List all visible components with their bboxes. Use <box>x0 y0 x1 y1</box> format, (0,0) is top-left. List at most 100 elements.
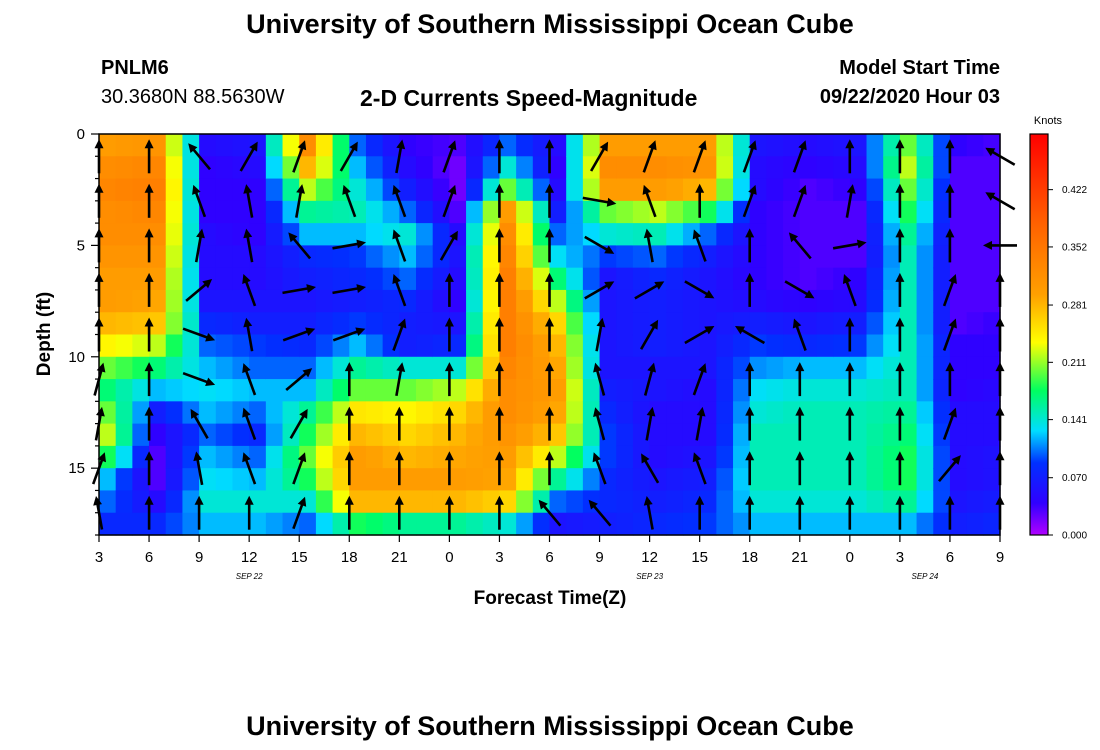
heatmap-cell <box>632 379 651 402</box>
heatmap-cell <box>315 468 334 492</box>
heatmap-cell <box>849 200 868 224</box>
heatmap-cell <box>866 289 884 313</box>
heatmap-cell <box>549 356 567 380</box>
current-arrow <box>895 451 905 486</box>
heatmap-cell <box>416 312 434 336</box>
heatmap-cell <box>516 512 534 536</box>
heatmap-cell <box>349 379 367 402</box>
heatmap-cell <box>766 445 784 469</box>
heatmap-cell <box>733 223 751 246</box>
heatmap-cell <box>766 245 784 269</box>
heatmap-cell <box>649 289 667 313</box>
current-arrow <box>494 406 504 441</box>
heatmap-cell <box>232 312 250 336</box>
heatmap-cell <box>716 156 734 180</box>
heatmap-cell <box>282 289 300 313</box>
heatmap-cell <box>482 134 501 157</box>
heatmap-cell <box>115 445 133 469</box>
heatmap-cell <box>416 334 434 358</box>
heatmap-cell <box>132 178 150 202</box>
current-arrow <box>538 499 562 527</box>
heatmap-cell <box>182 468 200 492</box>
heatmap-cell <box>99 223 117 246</box>
heatmap-cell <box>182 512 200 536</box>
heatmap-cell <box>616 267 634 291</box>
current-arrow <box>442 140 457 173</box>
heatmap-cell <box>599 312 617 336</box>
heatmap-cell <box>416 445 434 469</box>
heatmap-cell <box>349 267 367 291</box>
current-arrow <box>342 184 357 218</box>
heatmap-cell <box>282 312 300 336</box>
current-arrow <box>692 452 707 485</box>
heatmap-cell <box>466 334 484 358</box>
heatmap-cell <box>199 223 217 246</box>
heatmap-cell <box>816 512 834 536</box>
heatmap-cell <box>449 401 467 425</box>
heatmap-cell <box>666 178 684 202</box>
current-arrow <box>242 363 257 396</box>
heatmap-cell <box>332 289 350 313</box>
heatmap-cell <box>399 178 417 202</box>
heatmap-cell <box>883 178 901 202</box>
heatmap-cell <box>933 379 951 402</box>
heatmap-cell <box>466 200 484 224</box>
heatmap-cell <box>432 178 450 202</box>
heatmap-cell <box>115 178 133 202</box>
current-arrow <box>144 495 154 530</box>
heatmap-cell <box>399 223 417 246</box>
heatmap-cell <box>866 379 884 402</box>
heatmap-cell <box>365 312 384 336</box>
heatmap-cell <box>816 223 834 246</box>
heatmap-cell <box>516 134 534 157</box>
heatmap-cell <box>99 490 117 514</box>
heatmap-cell <box>699 401 717 425</box>
heatmap-cell <box>382 334 400 358</box>
heatmap-cell <box>215 245 234 269</box>
heatmap-cell <box>315 401 334 425</box>
heatmap-cell <box>416 200 434 224</box>
heatmap-cell <box>799 178 818 202</box>
heatmap-cell <box>933 445 951 469</box>
heatmap-cell <box>566 267 584 291</box>
heatmap-cell <box>99 200 117 224</box>
station-id: PNLM6 <box>101 57 169 79</box>
current-arrow <box>392 229 407 262</box>
heatmap-cell <box>899 267 918 291</box>
heatmap-cell <box>249 267 267 291</box>
heatmap-cell <box>516 379 534 402</box>
heatmap-cell <box>432 156 450 180</box>
heatmap-cell <box>482 312 501 336</box>
heatmap-cell <box>783 200 801 224</box>
x-tick-label: 9 <box>595 549 603 566</box>
heatmap-cell <box>799 423 818 447</box>
heatmap-cell <box>249 223 267 246</box>
heatmap-cell <box>449 156 467 180</box>
heatmap-cell <box>349 490 367 514</box>
colorbar-tick-label: 0.070 <box>1062 473 1087 484</box>
heatmap-cell <box>816 356 834 380</box>
current-arrow <box>242 274 257 307</box>
heatmap-cell <box>482 245 501 269</box>
current-arrow <box>394 495 404 530</box>
heatmap-cell <box>749 134 768 157</box>
heatmap-cell <box>516 178 534 202</box>
heatmap-cell <box>399 423 417 447</box>
heatmap-cell <box>149 312 167 336</box>
current-arrow <box>695 183 705 218</box>
heatmap-cell <box>265 401 284 425</box>
heatmap-cell <box>833 512 851 536</box>
heatmap-cell <box>115 289 133 313</box>
heatmap-cell <box>365 134 384 157</box>
current-arrow <box>695 495 705 530</box>
heatmap-cell <box>733 178 751 202</box>
heatmap-cell <box>449 245 467 269</box>
heatmap-cell <box>282 512 300 536</box>
heatmap-cell <box>482 445 501 469</box>
heatmap-cell <box>966 245 984 269</box>
heatmap-cell <box>182 200 200 224</box>
heatmap-cell <box>499 156 517 180</box>
heatmap-cell <box>499 445 517 469</box>
current-arrow <box>444 406 454 441</box>
heatmap-cell <box>199 312 217 336</box>
